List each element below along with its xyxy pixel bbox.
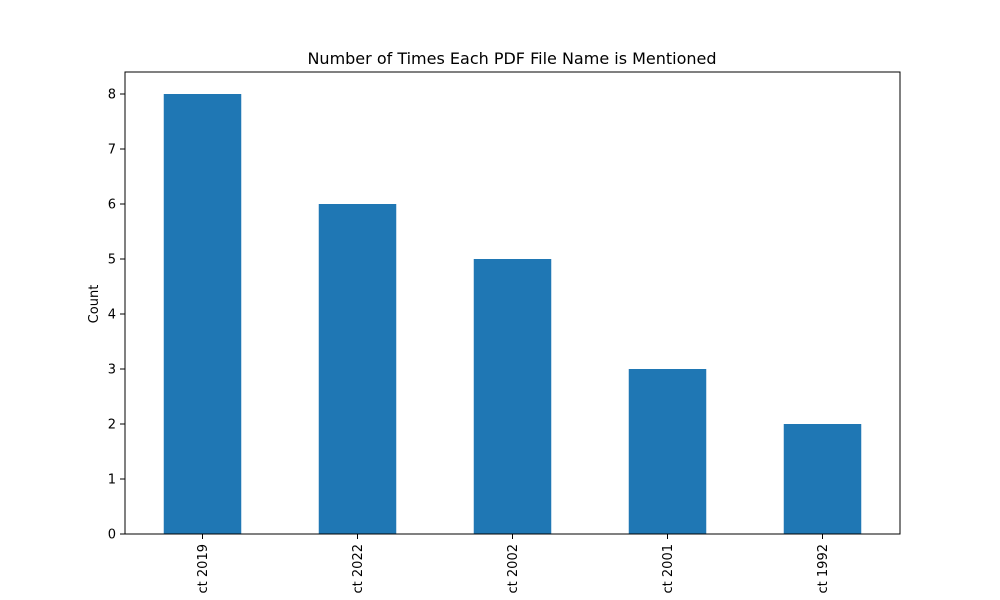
x-tick-label: ct 2022	[351, 544, 366, 593]
bar	[783, 424, 862, 534]
y-tick-label: 5	[108, 253, 116, 268]
x-tick-label: ct 2001	[661, 544, 676, 593]
y-tick-label: 6	[108, 198, 116, 213]
bar	[473, 259, 552, 534]
y-tick-label: 4	[108, 308, 116, 323]
bar	[163, 94, 242, 534]
y-tick-label: 8	[108, 88, 116, 103]
y-axis-ticks: 0 1 2 3 4 5 6 7 8	[108, 88, 125, 543]
x-tick-label: ct 2002	[506, 544, 521, 593]
y-tick-label: 2	[108, 418, 116, 433]
bars-group	[163, 94, 862, 534]
y-tick-label: 1	[108, 473, 116, 488]
x-tick-label: ct 2019	[196, 544, 211, 593]
y-tick-label: 7	[108, 143, 116, 158]
x-tick-label: ct 1992	[816, 544, 831, 593]
chart-title: Number of Times Each PDF File Name is Me…	[307, 49, 716, 68]
y-axis-label: Count	[87, 285, 102, 324]
y-tick-label: 3	[108, 363, 116, 378]
bar	[318, 204, 397, 534]
plot-area-frame	[124, 71, 901, 535]
x-axis-ticks: ct 2019 ct 2022 ct 2002 ct 2001 ct 1992	[196, 534, 831, 593]
y-tick-label: 0	[108, 528, 116, 543]
bar	[628, 369, 707, 534]
